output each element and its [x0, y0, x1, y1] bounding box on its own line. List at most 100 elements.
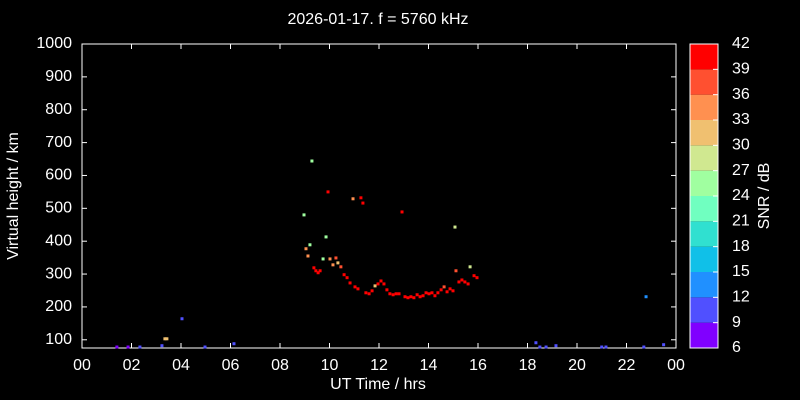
colorbar-tick-label: 39: [732, 61, 750, 78]
colorbar-segment: [690, 170, 718, 196]
point: [165, 337, 169, 341]
x-tick-label: 04: [172, 357, 190, 374]
point: [203, 345, 207, 349]
point: [342, 273, 346, 277]
point: [163, 337, 167, 341]
y-axis-label: Virtual height / km: [5, 132, 22, 260]
x-tick-label: 02: [123, 357, 141, 374]
point: [662, 343, 666, 347]
point: [126, 345, 130, 349]
colorbar-segment: [690, 69, 718, 95]
y-tick-label: 200: [45, 298, 72, 315]
point: [406, 296, 410, 300]
colorbar-segment: [690, 196, 718, 222]
colorbar-segment: [690, 44, 718, 70]
point: [472, 274, 476, 278]
point: [356, 287, 360, 291]
point: [454, 269, 458, 273]
x-tick-label: 00: [73, 357, 91, 374]
colorbar-segment: [690, 272, 718, 298]
point: [463, 280, 467, 284]
point: [348, 281, 352, 285]
colorbar-segment: [690, 221, 718, 247]
point: [451, 289, 455, 293]
point: [373, 284, 377, 288]
point: [364, 291, 368, 295]
point: [353, 285, 357, 289]
point: [430, 291, 434, 295]
y-tick-label: 300: [45, 265, 72, 282]
point: [324, 235, 328, 239]
point: [457, 280, 461, 284]
colorbar-segment: [690, 94, 718, 120]
y-tick-label: 500: [45, 200, 72, 217]
point: [115, 345, 119, 349]
x-tick-label: 14: [420, 357, 438, 374]
point: [339, 265, 343, 269]
point: [415, 293, 419, 297]
point: [534, 341, 538, 345]
point: [306, 254, 310, 258]
point: [382, 282, 386, 286]
colorbar-tick-label: 27: [732, 162, 750, 179]
point: [336, 261, 340, 265]
point: [424, 291, 428, 295]
point: [388, 292, 392, 296]
point: [312, 266, 316, 270]
x-tick-label: 12: [370, 357, 388, 374]
point: [460, 278, 464, 282]
colorbar-segment: [690, 322, 718, 348]
point: [304, 247, 308, 251]
x-tick-label: 00: [667, 357, 685, 374]
point: [400, 210, 404, 214]
point: [160, 344, 164, 348]
point: [466, 282, 470, 286]
point: [379, 279, 383, 283]
point: [644, 295, 648, 299]
point: [345, 276, 349, 280]
colorbar-tick-label: 30: [732, 137, 750, 154]
y-tick-label: 1000: [36, 35, 72, 52]
point: [318, 269, 322, 273]
point: [370, 289, 374, 293]
point: [554, 344, 558, 348]
colorbar-tick-label: 33: [732, 111, 750, 128]
x-tick-label: 18: [519, 357, 537, 374]
point: [544, 345, 548, 349]
point: [361, 201, 365, 205]
point: [302, 213, 306, 217]
colorbar-tick-label: 21: [732, 213, 750, 230]
chart-title: 2026-01-17. f = 5760 kHz: [287, 11, 468, 28]
point: [403, 295, 407, 299]
point: [367, 292, 371, 296]
point: [409, 295, 413, 299]
point: [328, 257, 332, 261]
x-tick-label: 10: [321, 357, 339, 374]
colorbar-tick-label: 15: [732, 263, 750, 280]
point: [538, 345, 542, 349]
colorbar-tick-label: 18: [732, 238, 750, 255]
colorbar-tick-label: 12: [732, 289, 750, 306]
x-tick-label: 22: [618, 357, 636, 374]
point: [385, 288, 389, 292]
colorbar-tick-label: 24: [732, 187, 750, 204]
colorbar-tick-label: 9: [732, 314, 741, 331]
colorbar-segment: [690, 297, 718, 323]
point: [334, 256, 338, 260]
y-tick-label: 100: [45, 331, 72, 348]
point: [412, 296, 416, 300]
point: [232, 342, 236, 346]
point: [453, 225, 457, 229]
point: [331, 263, 335, 267]
point: [421, 294, 425, 298]
point: [394, 292, 398, 296]
colorbar-tick-label: 42: [732, 35, 750, 52]
point: [376, 282, 380, 286]
point: [351, 197, 355, 201]
point: [397, 292, 401, 296]
point: [448, 287, 452, 291]
point: [326, 190, 330, 194]
point: [391, 293, 395, 297]
point: [604, 345, 608, 349]
